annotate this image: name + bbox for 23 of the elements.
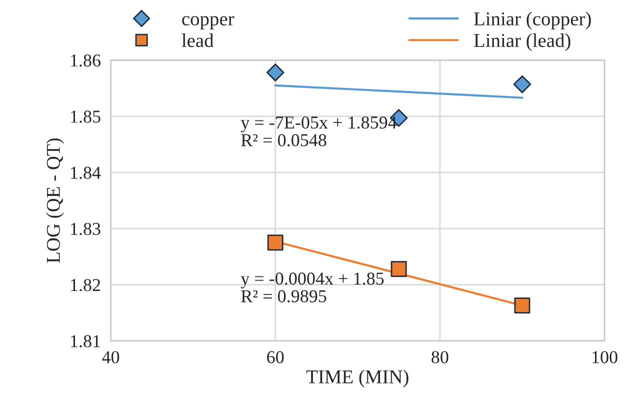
y-tick-label: 1.84 [71,166,101,179]
legend-label: copper [182,16,234,30]
point [390,261,407,277]
y-tick-label: 1.86 [71,54,101,67]
annotation: y = -7E-05x + 1.8594 R² = 0.0548 [240,116,397,146]
legend-label: Liniar (copper) [474,12,591,30]
point [514,298,530,314]
y-axis-title: LOG (QE - QT) [46,138,64,263]
x-tick-label: 40 [102,351,120,364]
y-tick-label: 1.81 [71,335,100,348]
point [267,234,284,251]
legend-label: lead [182,33,214,48]
x-axis-title: TIME (MIN) [306,370,408,388]
x-tick-label: 80 [432,351,448,364]
x-tick-label: 60 [267,351,284,364]
legend-label: Liniar (lead) [474,33,570,52]
point [513,75,532,94]
y-tick-label: 1.83 [71,222,100,236]
x-tick-label: 100 [592,351,618,364]
y-tick-label: 1.82 [71,278,100,292]
y-tick-label: 1.85 [71,110,100,123]
annotation: y = -0.0004x + 1.85 R² = 0.9895 [240,272,384,302]
point [266,64,284,82]
